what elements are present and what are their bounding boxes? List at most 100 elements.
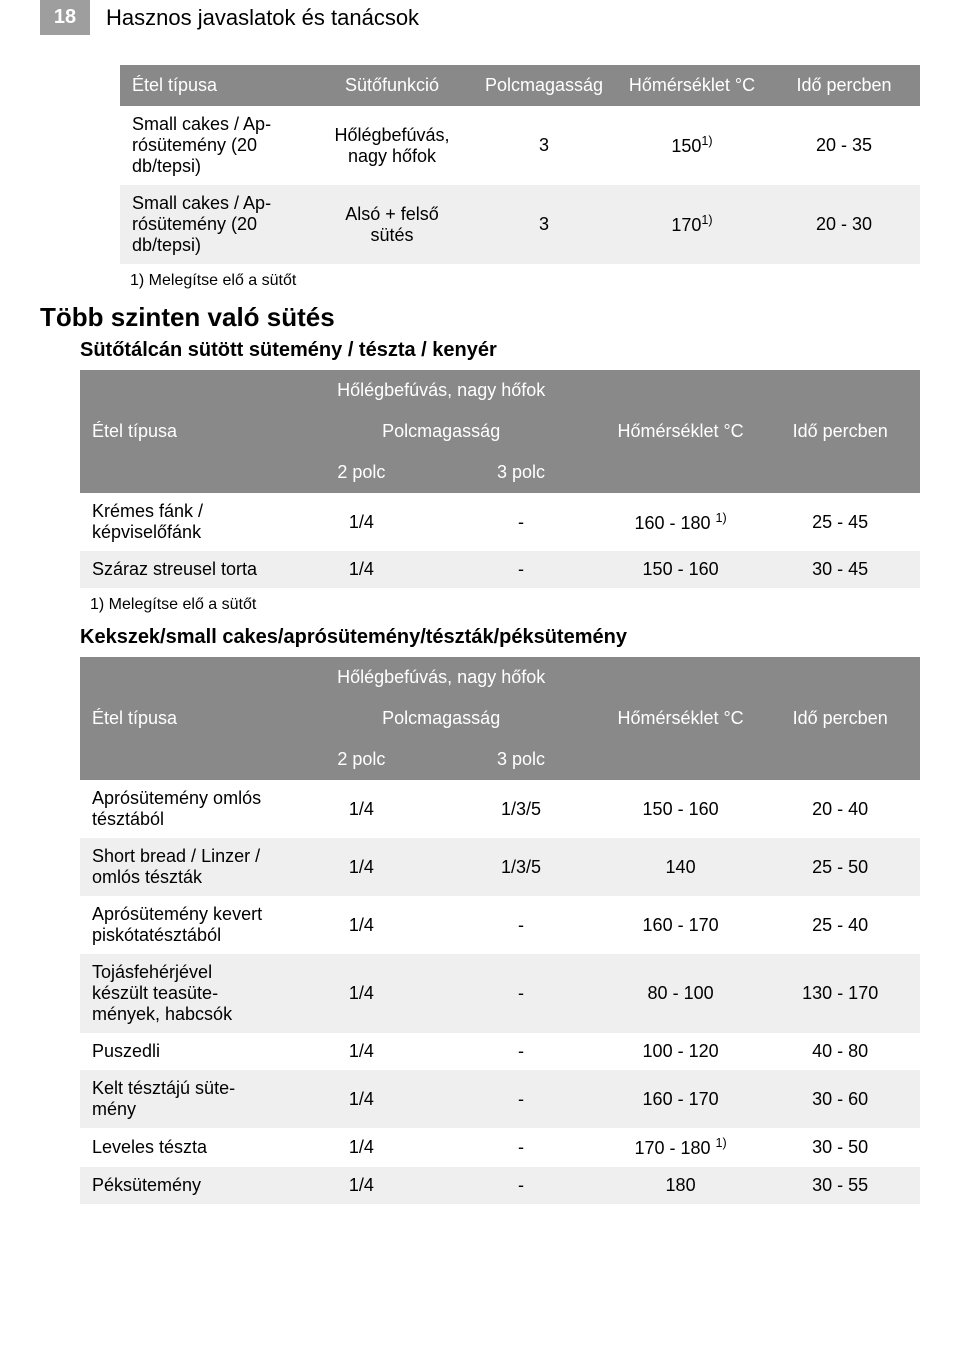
t1-col-0: Étel típusa (120, 65, 312, 106)
cell-food-type: Péksütemény (80, 1167, 282, 1204)
page-header: 18 Hasznos javaslatok és tanácsok (40, 0, 920, 35)
t3-col-r2: Idő percben (760, 657, 920, 780)
cell-temp: 1701) (616, 185, 768, 264)
t3-col-left: Étel típusa (80, 657, 282, 780)
cell-temp: 80 - 100 (601, 954, 761, 1033)
cell-food-type: Krémes fánk / képviselőfánk (80, 493, 282, 551)
cell-time: 25 - 40 (760, 896, 920, 954)
t3-top-header: Hőlégbefúvás, nagy hőfok (282, 657, 601, 698)
table-row: Aprósütemény kevert piskóta­tésztából1/4… (80, 896, 920, 954)
cell-temp: 150 - 160 (601, 780, 761, 838)
cell-3-shelf: - (441, 1033, 601, 1070)
table-row: Leveles tészta1/4-170 - 180 1)30 - 50 (80, 1128, 920, 1167)
cell-time: 30 - 45 (760, 551, 920, 588)
section-3-h3: Kekszek/small cakes/aprósütemény/tészták… (80, 626, 920, 649)
cell-2-shelf: 1/4 (282, 1167, 442, 1204)
cell-2-shelf: 1/4 (282, 1070, 442, 1128)
cell-3-shelf: - (441, 1128, 601, 1167)
temp-footnote-ref: 1) (716, 1136, 727, 1150)
section-2-h3: Sütőtálcán sütött sütemény / tészta / ke… (80, 339, 920, 362)
cell-temp: 100 - 120 (601, 1033, 761, 1070)
table-1-body: Small cakes / Ap­rósütemény (20 db/tepsi… (120, 106, 920, 264)
cell-food-type: Leveles tészta (80, 1128, 282, 1167)
table-row: Short bread / Lin­zer / omlós tész­ták1/… (80, 838, 920, 896)
t2-top-header: Hőlégbefúvás, nagy hőfok (282, 370, 601, 411)
t2-col-left: Étel típusa (80, 370, 282, 493)
t1-col-3: Hőmérséklet °C (616, 65, 768, 106)
cell-function: Alsó + felső sütés (312, 185, 472, 264)
temp-footnote-ref: 1) (701, 134, 712, 148)
temp-footnote-ref: 1) (716, 511, 727, 525)
cell-temp: 160 - 170 (601, 896, 761, 954)
cell-2-shelf: 1/4 (282, 838, 442, 896)
cell-temp: 180 (601, 1167, 761, 1204)
cell-temp: 150 - 160 (601, 551, 761, 588)
cell-time: 30 - 60 (760, 1070, 920, 1128)
table-1-footnote: 1) Melegítse elő a sütőt (130, 272, 920, 290)
cell-2-shelf: 1/4 (282, 954, 442, 1033)
cell-shelf: 3 (472, 106, 616, 185)
cell-2-shelf: 1/4 (282, 896, 442, 954)
page-number: 18 (40, 0, 90, 35)
cell-time: 20 - 40 (760, 780, 920, 838)
cell-time: 20 - 30 (768, 185, 920, 264)
t1-col-4: Idő percben (768, 65, 920, 106)
t3-sub-right: 3 polc (441, 739, 601, 780)
cell-food-type: Short bread / Lin­zer / omlós tész­ták (80, 838, 282, 896)
t2-col-r1: Hőmérséklet °C (601, 370, 761, 493)
cell-time: 40 - 80 (760, 1033, 920, 1070)
t3-col-r1: Hőmérséklet °C (601, 657, 761, 780)
cell-temp: 140 (601, 838, 761, 896)
cell-time: 25 - 50 (760, 838, 920, 896)
table-row: Small cakes / Ap­rósütemény (20 db/tepsi… (120, 185, 920, 264)
table-row: Aprósütemény omlós tésztából1/41/3/5150 … (80, 780, 920, 838)
cell-3-shelf: - (441, 954, 601, 1033)
table-row: Kelt tésztájú süte­mény1/4-160 - 17030 -… (80, 1070, 920, 1128)
cell-shelf: 3 (472, 185, 616, 264)
cell-food-type: Aprósütemény kevert piskóta­tésztából (80, 896, 282, 954)
table-2-body: Krémes fánk / képviselőfánk1/4-160 - 180… (80, 493, 920, 588)
section-2-h2: Több szinten való sütés (40, 302, 920, 333)
cell-2-shelf: 1/4 (282, 1033, 442, 1070)
cell-3-shelf: - (441, 1070, 601, 1128)
cell-food-type: Tojásfehérjével készült teasüte­mények, … (80, 954, 282, 1033)
cell-3-shelf: 1/3/5 (441, 838, 601, 896)
cell-2-shelf: 1/4 (282, 551, 442, 588)
cell-2-shelf: 1/4 (282, 780, 442, 838)
t3-col-mid: Polcmagasság (282, 698, 601, 739)
cell-food-type: Small cakes / Ap­rósütemény (20 db/tepsi… (120, 185, 312, 264)
cell-food-type: Kelt tésztájú süte­mény (80, 1070, 282, 1128)
table-row: Tojásfehérjével készült teasüte­mények, … (80, 954, 920, 1033)
table-1-head: Étel típusa Sütőfunkció Polcmagasság Hőm… (120, 65, 920, 106)
cell-time: 25 - 45 (760, 493, 920, 551)
cell-function: Hőlégbefúvás, nagy hőfok (312, 106, 472, 185)
cell-3-shelf: 1/3/5 (441, 780, 601, 838)
cell-3-shelf: - (441, 1167, 601, 1204)
cell-food-type: Száraz streusel torta (80, 551, 282, 588)
cell-food-type: Puszedli (80, 1033, 282, 1070)
table-3-head: Étel típusa Hőlégbefúvás, nagy hőfok Hőm… (80, 657, 920, 780)
cell-3-shelf: - (441, 493, 601, 551)
cell-temp: 160 - 180 1) (601, 493, 761, 551)
table-1: Étel típusa Sütőfunkció Polcmagasság Hőm… (120, 65, 920, 264)
t1-col-2: Polcmagasság (472, 65, 616, 106)
cell-2-shelf: 1/4 (282, 493, 442, 551)
cell-3-shelf: - (441, 896, 601, 954)
t2-sub-right: 3 polc (441, 452, 601, 493)
temp-footnote-ref: 1) (701, 213, 712, 227)
table-2: Étel típusa Hőlégbefúvás, nagy hőfok Hőm… (80, 370, 920, 588)
t2-col-r2: Idő percben (760, 370, 920, 493)
table-row: Péksütemény1/4-18030 - 55 (80, 1167, 920, 1204)
t3-sub-left: 2 polc (282, 739, 442, 780)
table-2-head: Étel típusa Hőlégbefúvás, nagy hőfok Hőm… (80, 370, 920, 493)
cell-2-shelf: 1/4 (282, 1128, 442, 1167)
table-row: Krémes fánk / képviselőfánk1/4-160 - 180… (80, 493, 920, 551)
cell-temp: 1501) (616, 106, 768, 185)
cell-temp: 160 - 170 (601, 1070, 761, 1128)
cell-time: 30 - 55 (760, 1167, 920, 1204)
cell-food-type: Small cakes / Ap­rósütemény (20 db/tepsi… (120, 106, 312, 185)
table-row: Puszedli1/4-100 - 12040 - 80 (80, 1033, 920, 1070)
cell-time: 20 - 35 (768, 106, 920, 185)
cell-food-type: Aprósütemény omlós tésztából (80, 780, 282, 838)
t2-col-mid: Polcmagasság (282, 411, 601, 452)
